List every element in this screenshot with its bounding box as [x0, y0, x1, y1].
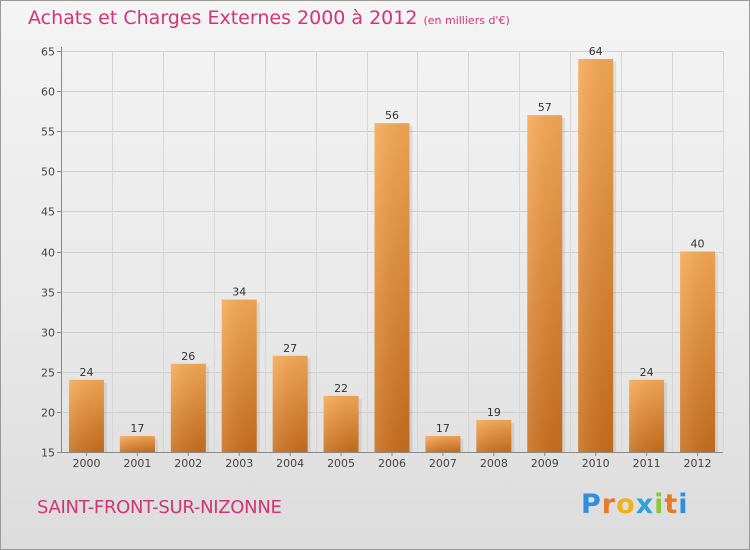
- y-tick-label: 60: [41, 86, 55, 99]
- labels-layer: 24 17 26 34 27 22 56 17 19 57 64 24 40: [79, 45, 704, 435]
- chart-title: Achats et Charges Externes 2000 à 2012 (e…: [28, 7, 510, 29]
- bar-highlight: [170, 363, 206, 452]
- x-tick-label: 2012: [684, 457, 712, 470]
- x-tick-label: 2005: [327, 457, 355, 470]
- bars-layer: [68, 59, 719, 453]
- bar-value-label: 34: [232, 286, 246, 299]
- bar-value-label: 27: [283, 342, 297, 355]
- x-tick-label: 2011: [633, 457, 661, 470]
- bar-highlight: [119, 435, 155, 452]
- y-tick-label: 50: [41, 166, 55, 179]
- logo-letter: x: [635, 489, 655, 520]
- commune-name: SAINT-FRONT-SUR-NIZONNE: [37, 497, 282, 518]
- axis-layer: 15 20 25 30 35 40 45 50 55 60 65 2000 2001 2002 2003 20…: [41, 46, 723, 470]
- y-tick-label: 25: [41, 367, 55, 380]
- x-tick-label: 2009: [531, 457, 559, 470]
- logo-letter: r: [601, 489, 617, 520]
- y-tick-label: 40: [41, 247, 55, 260]
- bar-highlight: [68, 379, 104, 452]
- proxiti-logo[interactable]: Proxiti: [581, 489, 689, 520]
- y-tick-label: 65: [41, 46, 55, 59]
- bar-highlight: [221, 299, 257, 452]
- x-tick-label: 2004: [276, 457, 304, 470]
- x-tick-label: 2000: [72, 457, 100, 470]
- logo-letter: P: [581, 489, 602, 520]
- bar-value-label: 17: [130, 422, 144, 435]
- bar-highlight: [680, 251, 716, 452]
- x-tick-label: 2008: [480, 457, 508, 470]
- x-tick-label: 2002: [174, 457, 202, 470]
- bar-highlight: [476, 419, 512, 452]
- bar-value-label: 64: [589, 45, 603, 58]
- logo-letter: t: [664, 489, 679, 520]
- bar-highlight: [578, 59, 614, 453]
- bar-value-label: 22: [334, 382, 348, 395]
- y-tick-label: 20: [41, 407, 55, 420]
- bar-value-label: 56: [385, 109, 399, 122]
- bar-highlight: [629, 379, 665, 452]
- bar-value-label: 40: [691, 238, 705, 251]
- y-tick-label: 55: [41, 126, 55, 139]
- y-tick-label: 15: [41, 447, 55, 460]
- x-tick-label: 2003: [225, 457, 253, 470]
- x-tick-label: 2001: [123, 457, 151, 470]
- x-tick-label: 2010: [582, 457, 610, 470]
- bar-highlight: [425, 435, 461, 452]
- y-tick-label: 30: [41, 327, 55, 340]
- y-tick-label: 35: [41, 287, 55, 300]
- bar-value-label: 57: [538, 101, 552, 114]
- bar-value-label: 19: [487, 406, 501, 419]
- logo-letter: i: [654, 489, 665, 520]
- chart-title-text: Achats et Charges Externes 2000 à 2012: [28, 7, 418, 29]
- x-tick-label: 2006: [378, 457, 406, 470]
- chart-subtitle: (en milliers d'€): [423, 14, 510, 27]
- y-tick-label: 45: [41, 206, 55, 219]
- bar-highlight: [323, 395, 359, 452]
- bar-highlight: [374, 123, 410, 453]
- bar-value-label: 26: [181, 350, 195, 363]
- logo-letter: o: [616, 489, 636, 520]
- bar-highlight: [527, 115, 563, 452]
- bar-value-label: 17: [436, 422, 450, 435]
- bar-value-label: 24: [640, 366, 654, 379]
- bar-highlight: [272, 355, 308, 452]
- logo-letter: i: [678, 489, 689, 520]
- bar-value-label: 24: [79, 366, 93, 379]
- x-tick-label: 2007: [429, 457, 457, 470]
